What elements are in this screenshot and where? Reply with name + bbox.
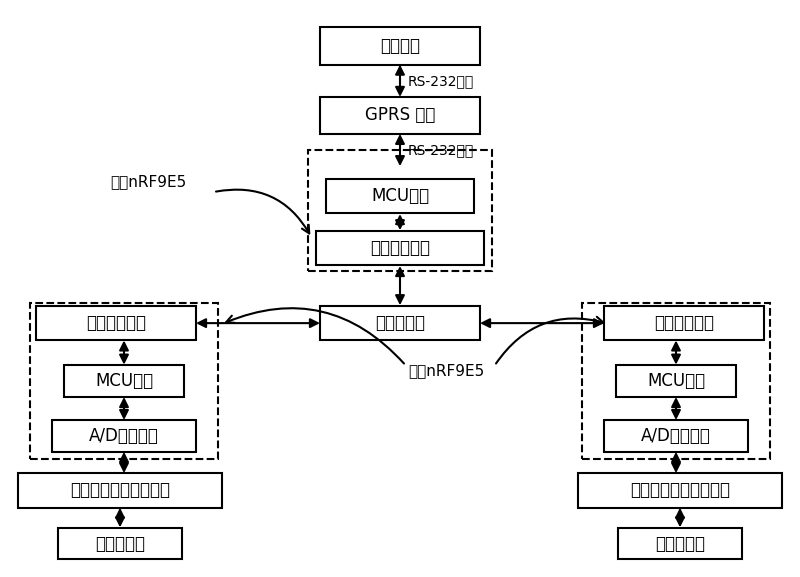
Text: MCU模块: MCU模块 <box>647 372 705 390</box>
Bar <box>64 365 184 397</box>
Text: 模拟前端滤波放大电路: 模拟前端滤波放大电路 <box>630 481 730 500</box>
Text: 超声传感器: 超声传感器 <box>95 534 145 553</box>
Text: 子站nRF9E5: 子站nRF9E5 <box>408 363 484 378</box>
Bar <box>578 473 782 508</box>
Bar <box>30 303 218 459</box>
Bar <box>36 306 196 340</box>
Bar <box>320 306 480 340</box>
Text: 模拟前端滤波放大电路: 模拟前端滤波放大电路 <box>70 481 170 500</box>
Bar <box>616 365 736 397</box>
Bar <box>52 420 196 451</box>
Text: 无线射频模块: 无线射频模块 <box>654 314 714 332</box>
Bar <box>320 27 480 65</box>
Text: 主站nRF9E5: 主站nRF9E5 <box>110 174 186 189</box>
Bar <box>604 306 764 340</box>
Text: A/D转换电路: A/D转换电路 <box>641 426 711 445</box>
Bar <box>18 473 222 508</box>
Bar <box>58 527 182 560</box>
Bar <box>316 231 484 265</box>
Text: 监控中心: 监控中心 <box>380 37 420 55</box>
Bar <box>618 527 742 560</box>
Text: A/D转换电路: A/D转换电路 <box>89 426 159 445</box>
Bar <box>320 97 480 134</box>
Text: MCU模块: MCU模块 <box>95 372 153 390</box>
Text: 中继路由器: 中继路由器 <box>375 314 425 332</box>
Bar <box>308 150 492 271</box>
Bar <box>326 179 474 213</box>
Text: RS-232串口: RS-232串口 <box>408 74 474 88</box>
Text: 无线射频模块: 无线射频模块 <box>370 239 430 257</box>
Text: RS-232串口: RS-232串口 <box>408 143 474 157</box>
Bar <box>604 420 748 451</box>
Bar <box>582 303 770 459</box>
Text: GPRS 网络: GPRS 网络 <box>365 106 435 125</box>
Text: 超声传感器: 超声传感器 <box>655 534 705 553</box>
Text: 无线射频模块: 无线射频模块 <box>86 314 146 332</box>
Text: MCU模块: MCU模块 <box>371 187 429 205</box>
